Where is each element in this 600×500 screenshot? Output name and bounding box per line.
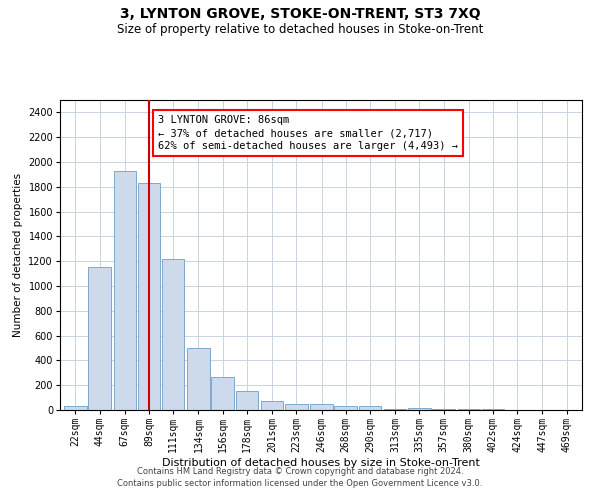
Text: Contains HM Land Registry data © Crown copyright and database right 2024.
Contai: Contains HM Land Registry data © Crown c… <box>118 466 482 487</box>
Text: Distribution of detached houses by size in Stoke-on-Trent: Distribution of detached houses by size … <box>162 458 480 468</box>
Bar <box>187 348 210 410</box>
Text: Size of property relative to detached houses in Stoke-on-Trent: Size of property relative to detached ho… <box>117 22 483 36</box>
Bar <box>310 404 333 410</box>
Bar <box>408 408 431 410</box>
Bar <box>261 400 283 410</box>
Bar <box>138 183 160 410</box>
Bar <box>334 406 357 410</box>
Bar <box>359 406 381 410</box>
Text: 3 LYNTON GROVE: 86sqm
← 37% of detached houses are smaller (2,717)
62% of semi-d: 3 LYNTON GROVE: 86sqm ← 37% of detached … <box>158 115 458 152</box>
Text: 3, LYNTON GROVE, STOKE-ON-TRENT, ST3 7XQ: 3, LYNTON GROVE, STOKE-ON-TRENT, ST3 7XQ <box>119 8 481 22</box>
Bar <box>211 377 234 410</box>
Bar <box>285 404 308 410</box>
Bar <box>236 391 258 410</box>
Bar <box>113 170 136 410</box>
Bar <box>162 258 184 410</box>
Y-axis label: Number of detached properties: Number of detached properties <box>13 173 23 337</box>
Bar <box>64 406 86 410</box>
Bar <box>88 268 111 410</box>
Bar <box>384 409 406 410</box>
